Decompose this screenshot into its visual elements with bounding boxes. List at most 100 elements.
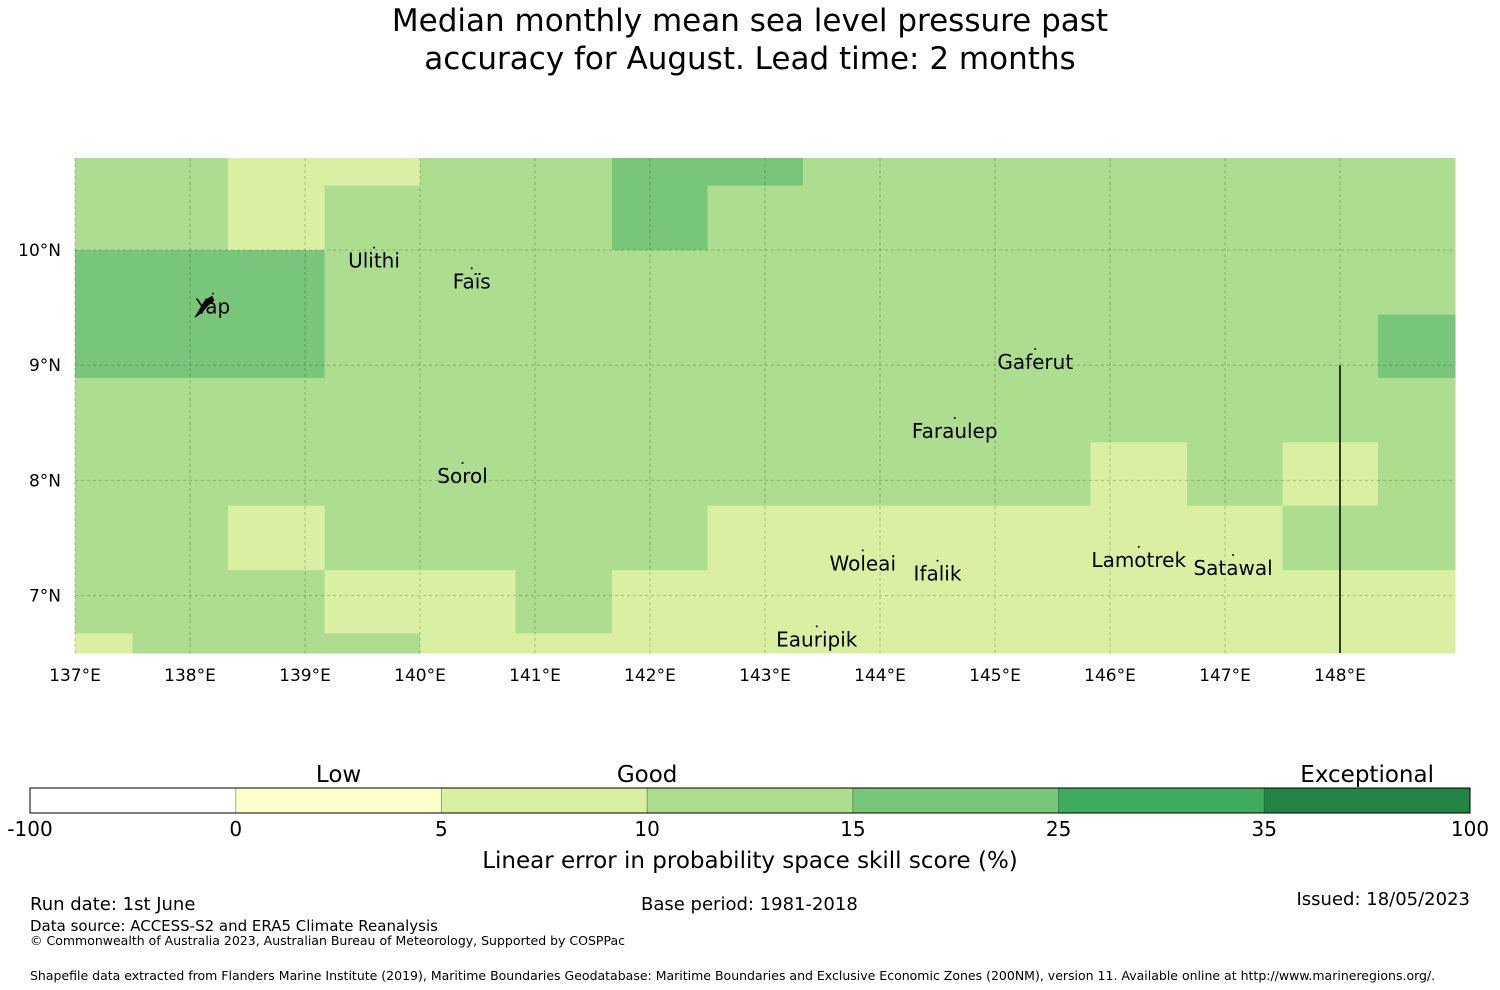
- skill-cell: [75, 158, 229, 251]
- atoll-dot: [815, 625, 818, 628]
- lon-tick-label: 147°E: [1199, 666, 1251, 686]
- lon-tick-label: 144°E: [854, 666, 906, 686]
- skill-cell: [227, 158, 326, 251]
- skill-cell: [1090, 442, 1188, 507]
- colorbar-axis-label: Linear error in probability space skill …: [482, 848, 1018, 874]
- skill-cell: [75, 633, 133, 654]
- issued-date: Issued: 18/05/2023: [1296, 889, 1470, 910]
- lon-tick-label: 146°E: [1084, 666, 1136, 686]
- skill-cell: [75, 377, 1091, 507]
- colorbar-category-label: Good: [617, 762, 678, 788]
- place-label: Eauripik: [776, 627, 858, 651]
- skill-cell: [324, 633, 421, 654]
- colorbar-segment: [30, 788, 236, 813]
- skill-cell: [420, 158, 613, 251]
- title-line-1: Median monthly mean sea level pressure p…: [391, 3, 1109, 39]
- copyright: © Commonwealth of Australia 2023, Austra…: [30, 933, 625, 948]
- lon-tick-label: 141°E: [509, 666, 561, 686]
- skill-cell: [612, 158, 708, 251]
- data-source: Data source: ACCESS-S2 and ERA5 Climate …: [30, 917, 438, 935]
- yap-island-shape: [194, 295, 215, 318]
- skill-cell: [132, 633, 326, 654]
- skill-cell: [1187, 377, 1283, 507]
- colorbar-tick-label: 15: [840, 817, 865, 841]
- skill-cell: [1090, 377, 1188, 443]
- skill-cell: [515, 570, 613, 634]
- skill-cell: [420, 633, 1456, 654]
- lon-tick-label: 137°E: [49, 666, 101, 686]
- colorbar-segment: [852, 788, 1059, 813]
- skill-cell: [75, 250, 326, 379]
- shapefile-credit: Shapefile data extracted from Flanders M…: [30, 968, 1436, 983]
- lon-tick-label: 140°E: [394, 666, 446, 686]
- colorbar-tick-label: 25: [1046, 817, 1071, 841]
- atoll-dot: [936, 559, 939, 562]
- colorbar-segment: [1058, 788, 1265, 813]
- skill-cell: [324, 185, 421, 251]
- skill-cell: [324, 250, 1379, 379]
- lat-tick-label: 10°N: [18, 241, 61, 261]
- colorbar-tick-label: 5: [435, 817, 448, 841]
- place-label: Faïs: [453, 269, 491, 293]
- place-label: Sorol: [437, 464, 488, 488]
- place-label: Faraulep: [912, 419, 998, 443]
- place-label: Yap: [195, 295, 230, 319]
- lat-tick-label: 9°N: [29, 356, 61, 376]
- atoll-dot: [861, 549, 864, 552]
- skill-cell: [612, 570, 1456, 634]
- place-label: Gaferut: [997, 350, 1073, 374]
- base-period: Base period: 1981-2018: [641, 894, 858, 915]
- colorbar-category-label: Exceptional: [1300, 762, 1434, 788]
- place-label: Lamotrek: [1091, 548, 1186, 572]
- skill-cell: [227, 505, 326, 571]
- colorbar-category-label: Low: [316, 762, 361, 788]
- lon-tick-label: 142°E: [624, 666, 676, 686]
- place-label: Ifalik: [914, 562, 962, 586]
- atoll-dot: [953, 416, 956, 419]
- lat-tick-label: 8°N: [29, 471, 61, 491]
- colorbar-segment: [235, 788, 442, 813]
- colorbar-frame: [29, 787, 1471, 814]
- skill-cell: [1377, 314, 1456, 379]
- atoll-dot: [470, 267, 473, 270]
- title-line-2: accuracy for August. Lead time: 2 months: [424, 41, 1076, 77]
- skill-cell: [1282, 442, 1379, 507]
- colorbar-tick-label: 35: [1252, 817, 1277, 841]
- skill-cell: [75, 570, 326, 634]
- atoll-dot: [1232, 553, 1235, 556]
- atoll-dot: [461, 461, 464, 464]
- run-date: Run date: 1st June: [30, 894, 196, 915]
- skill-cell: [707, 158, 804, 187]
- lon-tick-label: 145°E: [969, 666, 1021, 686]
- colorbar-segment: [441, 788, 648, 813]
- colorbar-tick-label: 10: [634, 817, 659, 841]
- colorbar-tick-label: 0: [229, 817, 242, 841]
- skill-cell: [1377, 250, 1456, 316]
- lon-tick-label: 139°E: [279, 666, 331, 686]
- skill-cell: [1377, 377, 1456, 507]
- skill-cell: [324, 158, 421, 187]
- colorbar-tick-label: -100: [7, 817, 52, 841]
- skill-cell: [707, 185, 804, 251]
- skill-cell: [802, 158, 1456, 251]
- skill-cell: [1282, 505, 1456, 571]
- place-label: Satawal: [1193, 556, 1272, 580]
- skill-cell: [1282, 377, 1379, 443]
- skill-cell: [324, 570, 516, 634]
- skill-cell: [707, 505, 1283, 571]
- skill-cell: [75, 505, 229, 571]
- lon-tick-label: 143°E: [739, 666, 791, 686]
- atoll-dot: [373, 246, 375, 249]
- place-label: Ulithi: [348, 249, 400, 273]
- colorbar-segment: [647, 788, 853, 813]
- colorbar-tick-label: 100: [1451, 817, 1489, 841]
- skill-cell: [324, 505, 708, 571]
- place-label: Woleai: [829, 551, 896, 575]
- atoll-dot: [1137, 545, 1140, 548]
- lat-tick-label: 7°N: [29, 586, 61, 606]
- lon-tick-label: 138°E: [164, 666, 216, 686]
- chart-title: Median monthly mean sea level pressure p…: [0, 2, 1500, 78]
- atoll-dot: [212, 292, 214, 295]
- lon-tick-label: 148°E: [1314, 666, 1366, 686]
